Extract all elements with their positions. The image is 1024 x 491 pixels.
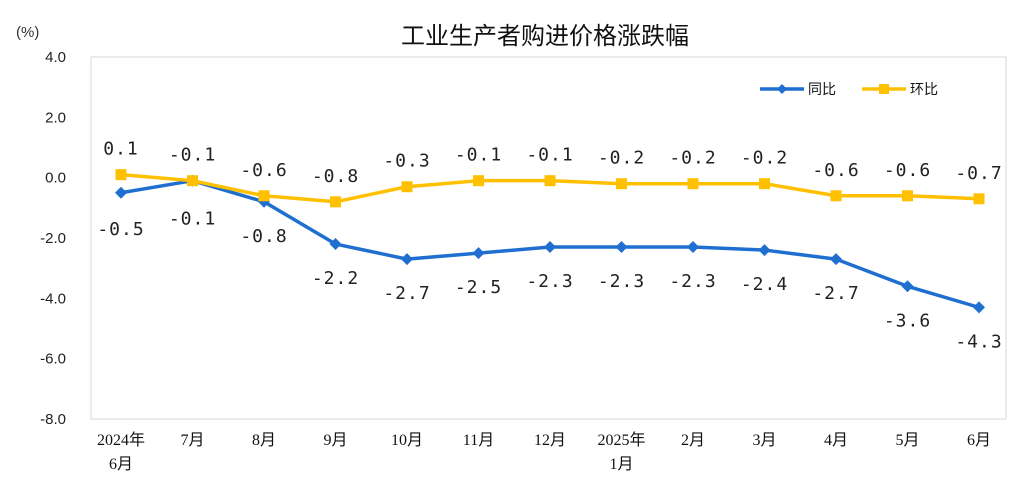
x-tick-label: 3月: [752, 432, 776, 449]
data-point: [759, 178, 770, 190]
data-point: [401, 181, 413, 193]
data-label: -2.7: [812, 283, 859, 304]
x-tick-label: 11月: [463, 432, 494, 449]
y-tick-label: -4.0: [40, 290, 66, 307]
y-tick-label: -8.0: [40, 411, 66, 428]
data-point: [473, 175, 484, 187]
x-tick-label: 9月: [323, 432, 347, 449]
data-label: -0.8: [240, 226, 287, 247]
data-point: [687, 178, 699, 190]
data-point: [902, 190, 913, 202]
data-label: -2.3: [669, 271, 716, 292]
data-point: [615, 241, 628, 254]
legend-label: 同比: [808, 82, 836, 98]
data-label: -3.6: [884, 310, 931, 331]
data-label: -2.4: [741, 274, 788, 295]
y-tick-label: 4.0: [45, 49, 66, 66]
data-point: [901, 280, 914, 293]
x-tick-label: 8月: [252, 432, 276, 449]
data-point: [258, 190, 270, 202]
x-axis: 2024年 6月 7月 8月 9月 10月 11月 12月 2025年 1月 2月 3月 4月 5月 6月: [97, 431, 991, 473]
y-tick-label: 0.0: [45, 170, 66, 187]
data-label: -0.1: [169, 145, 216, 166]
x-tick-label: 10月: [391, 432, 423, 449]
data-label: -0.7: [955, 163, 1002, 184]
y-axis-unit: (%): [16, 24, 39, 41]
data-point: [329, 238, 342, 251]
series-layer: 0.1 -0.1 -0.6 -0.8 -0.3 -0.1 -0.1 -0.2 -0.2 -0.2 -…: [97, 139, 1002, 353]
data-label: -0.1: [455, 145, 502, 166]
plot-area: [90, 56, 1007, 420]
data-point: [544, 175, 556, 187]
data-label: -0.2: [669, 148, 716, 169]
data-point: [973, 193, 985, 205]
data-label: -0.2: [741, 148, 788, 169]
data-label: -0.6: [240, 160, 287, 181]
x-tick-label: 2月: [681, 432, 705, 449]
y-tick-label: -2.0: [40, 230, 66, 247]
data-point: [830, 253, 842, 266]
data-point: [830, 190, 842, 202]
y-tick-label: 2.0: [45, 109, 66, 126]
data-label: -2.3: [526, 271, 573, 292]
data-label: 0.1: [103, 139, 139, 160]
data-label: -0.6: [884, 160, 931, 181]
data-label: -2.2: [312, 268, 359, 289]
data-point: [401, 253, 413, 266]
data-label: -0.3: [383, 151, 430, 172]
x-tick-label: 4月: [824, 432, 848, 449]
y-axis: 4.0 2.0 0.0 -2.0 -4.0 -6.0 -8.0: [40, 49, 66, 428]
data-label: -4.3: [955, 331, 1002, 352]
legend-marker: [777, 84, 787, 94]
data-label: -0.1: [526, 145, 573, 166]
data-point: [330, 196, 341, 208]
data-point: [973, 301, 985, 314]
x-tick-label: 7月: [180, 432, 204, 449]
x-tick-label: 12月: [534, 432, 566, 449]
series-mom: [115, 169, 985, 208]
data-label: -0.2: [598, 148, 645, 169]
legend-label: 环比: [910, 82, 938, 98]
y-tick-label: -6.0: [40, 351, 66, 368]
chart-title: 工业生产者购进价格涨跌幅: [401, 22, 689, 50]
x-tick-label: 2025年 1月: [597, 431, 645, 473]
data-point: [758, 244, 771, 257]
data-point: [616, 178, 627, 190]
data-point: [187, 175, 198, 187]
data-label: -0.8: [312, 166, 359, 187]
x-tick-label: 2024年 6月: [97, 431, 145, 473]
data-label: -2.3: [598, 271, 645, 292]
data-label: -0.5: [97, 219, 144, 240]
legend: 同比 环比: [760, 82, 938, 98]
x-tick-label: 6月: [967, 432, 991, 449]
data-point: [115, 186, 127, 199]
data-label: -2.7: [383, 283, 430, 304]
data-point: [115, 169, 127, 181]
data-point: [687, 241, 699, 254]
data-label: -0.6: [812, 160, 859, 181]
data-label: -0.1: [169, 209, 216, 230]
data-point: [472, 247, 485, 260]
data-point: [544, 241, 556, 254]
legend-marker: [879, 84, 889, 94]
data-label: -2.5: [455, 277, 502, 298]
x-tick-label: 5月: [895, 432, 919, 449]
